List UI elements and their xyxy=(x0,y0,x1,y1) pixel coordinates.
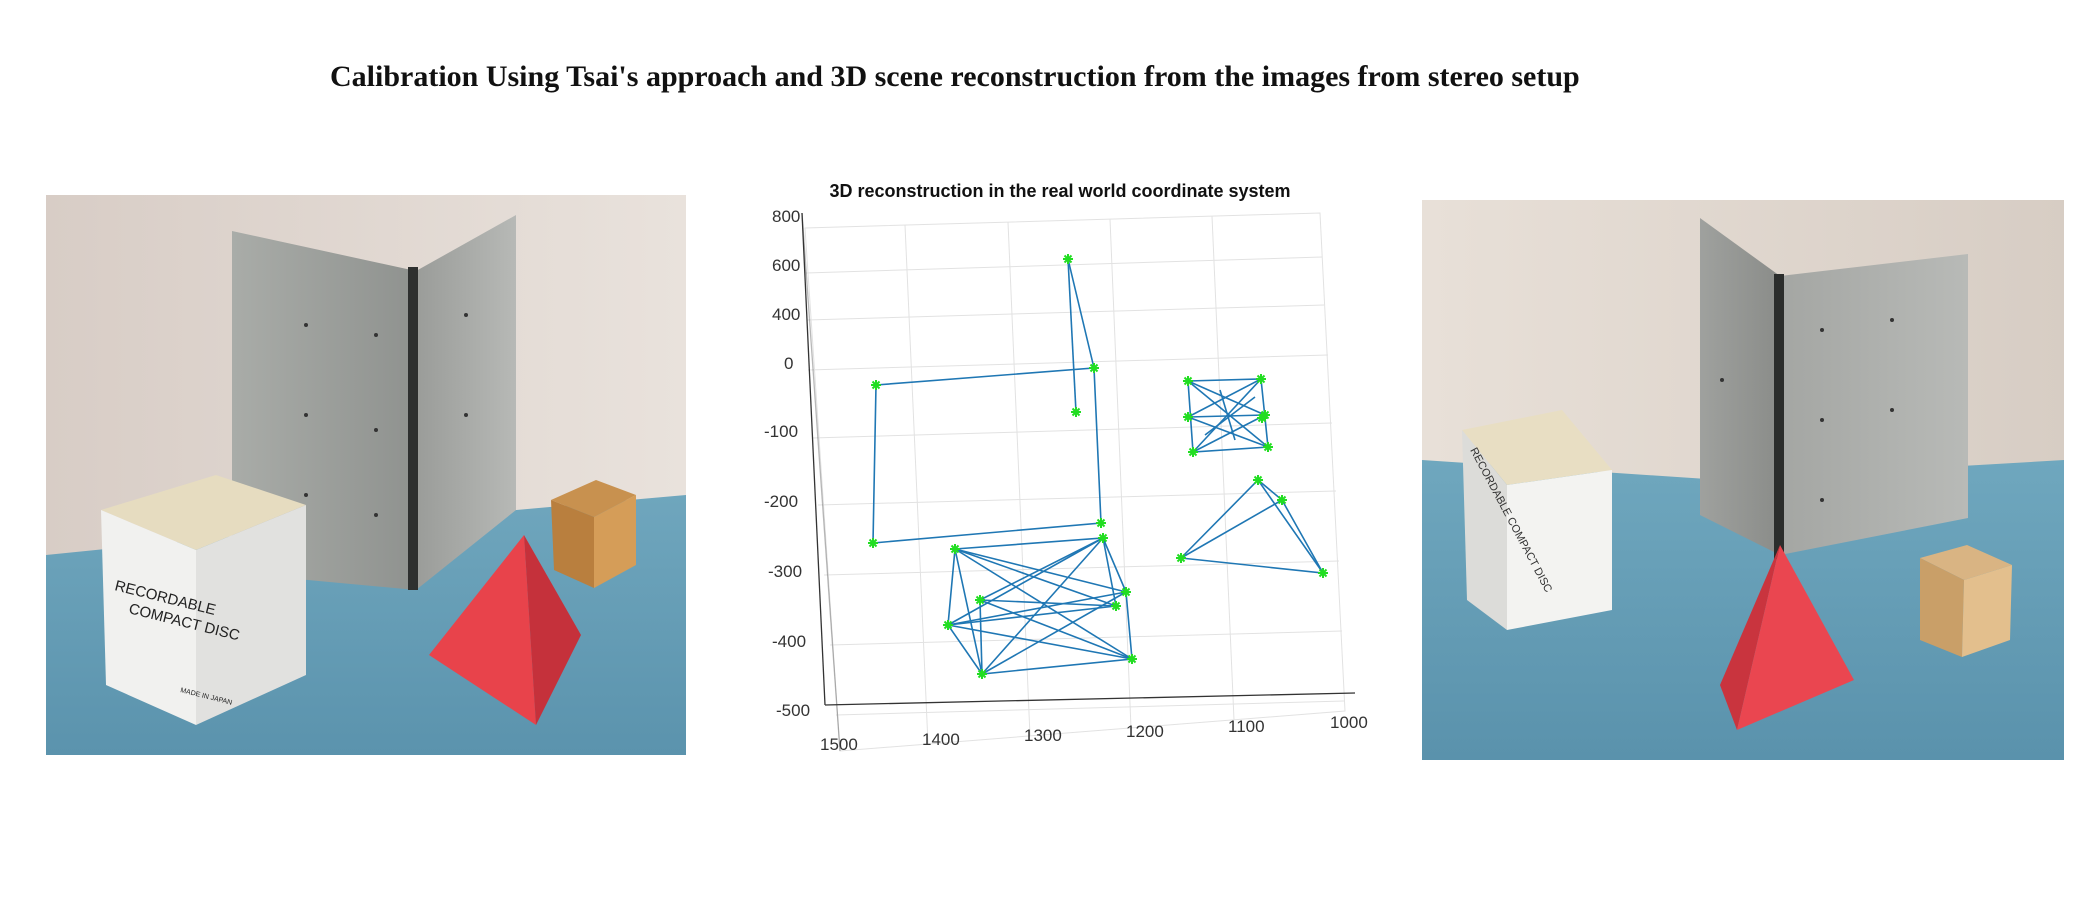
box-wireframe xyxy=(947,537,1133,675)
reconstruction-plot: 3D reconstruction in the real world coor… xyxy=(750,175,1370,775)
x-tick: 1400 xyxy=(922,730,960,749)
page-title: Calibration Using Tsai's approach and 3D… xyxy=(330,60,1580,93)
x-tick-labels: 1500 1400 1300 1200 1100 1000 xyxy=(820,713,1368,754)
point-marker xyxy=(1183,412,1193,422)
x-tick: 1500 xyxy=(820,735,858,754)
point-marker xyxy=(1089,363,1099,373)
z-tick: 800 xyxy=(772,207,800,226)
panel-left-face xyxy=(872,367,1102,544)
point-marker xyxy=(1111,601,1121,611)
point-marker xyxy=(1318,568,1328,578)
point-marker xyxy=(1253,475,1263,485)
point-marker xyxy=(1127,654,1137,664)
x-axis xyxy=(824,692,1356,706)
plot-grid xyxy=(804,212,1346,752)
x-tick: 1200 xyxy=(1126,722,1164,741)
point-marker xyxy=(1183,376,1193,386)
point-marker xyxy=(1121,587,1131,597)
point-marker xyxy=(977,669,987,679)
z-tick-labels: 800 600 400 0 -100 -200 -300 -400 -500 xyxy=(764,207,810,720)
z-tick: -400 xyxy=(772,632,806,651)
reconstruction-edges xyxy=(872,258,1325,675)
z-tick: 600 xyxy=(772,256,800,275)
point-marker xyxy=(975,595,985,605)
z-tick: -200 xyxy=(764,492,798,511)
plot-title: 3D reconstruction in the real world coor… xyxy=(829,181,1291,201)
z-tick: 400 xyxy=(772,305,800,324)
x-tick: 1100 xyxy=(1228,717,1265,736)
point-marker xyxy=(1257,413,1267,423)
point-marker xyxy=(1176,553,1186,563)
cube-wireframe xyxy=(1187,378,1269,453)
z-tick: -500 xyxy=(776,701,810,720)
point-marker xyxy=(868,538,878,548)
point-marker xyxy=(1071,407,1081,417)
right-stereo-image: RECORDABLE COMPACT DISC xyxy=(1422,200,2064,760)
point-marker xyxy=(1263,442,1273,452)
x-tick: 1300 xyxy=(1024,726,1062,745)
x-tick: 1000 xyxy=(1330,713,1368,732)
z-tick: -100 xyxy=(764,422,798,441)
panel-edge xyxy=(1067,258,1077,413)
point-marker xyxy=(1188,447,1198,457)
left-stereo-image: RECORDABLE COMPACT DISC MADE IN JAPAN xyxy=(46,195,686,755)
point-marker xyxy=(1063,254,1073,264)
z-axis xyxy=(801,212,826,706)
point-marker xyxy=(943,620,953,630)
point-marker xyxy=(1098,533,1108,543)
reconstruction-points xyxy=(868,254,1328,679)
z-tick: -300 xyxy=(768,562,802,581)
point-marker xyxy=(1277,495,1287,505)
z-tick: 0 xyxy=(784,354,793,373)
panel-edge xyxy=(1067,258,1095,369)
point-marker xyxy=(1096,518,1106,528)
point-marker xyxy=(1256,374,1266,384)
pyramid-wireframe xyxy=(1180,478,1325,574)
point-marker xyxy=(871,380,881,390)
point-marker xyxy=(950,544,960,554)
